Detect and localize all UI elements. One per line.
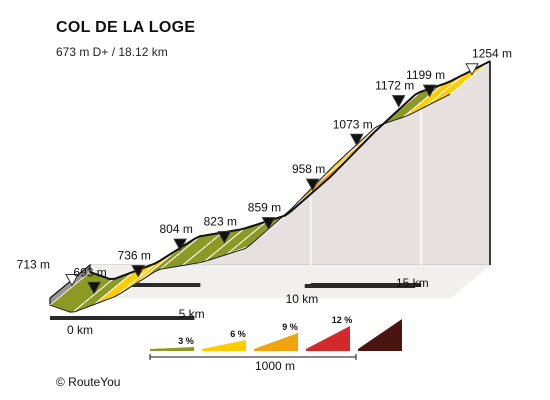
elevation-label: 736 m — [118, 249, 151, 263]
elevation-markers: 713 m 693 m 736 m 804 m 823 m 859 m 958 m 1073 … — [17, 47, 512, 295]
elevation-marker — [87, 281, 101, 295]
legend-label: 9 % — [282, 322, 298, 332]
profile-top-layer — [49, 60, 491, 314]
legend-swatch — [306, 326, 350, 351]
elevation-label: 1199 m — [406, 68, 445, 82]
profile-ridge-line — [89, 60, 491, 281]
elevation-marker — [391, 95, 406, 108]
elevation-marker — [422, 84, 437, 98]
chart-title: COL DE LA LOGE — [56, 19, 196, 36]
copyright-text: © RouteYou — [56, 375, 121, 389]
elevation-label: 823 m — [204, 215, 237, 229]
legend-swatch — [202, 340, 246, 351]
elevation-marker — [131, 265, 146, 278]
elevation-label: 693 m — [73, 265, 106, 279]
legend-label: 3 % — [178, 336, 194, 346]
legend-swatch — [254, 333, 298, 351]
x-tick-label: 0 km — [67, 323, 93, 337]
gradient-legend: 3 % 6 % 9 % 12 % 1000 m — [149, 315, 402, 373]
chart-subtitle: 673 m D+ / 18.12 km — [56, 45, 168, 59]
legend-label: 12 % — [332, 315, 353, 325]
elevation-label: 1254 m — [472, 47, 512, 61]
elevation-label: 958 m — [292, 162, 325, 176]
elevation-label: 859 m — [248, 201, 281, 215]
elevation-label: 804 m — [159, 222, 192, 236]
legend-scale-label: 1000 m — [255, 359, 295, 373]
hollow-marker — [65, 274, 79, 287]
legend-label: 6 % — [230, 329, 246, 339]
elevation-label: 1073 m — [333, 117, 373, 131]
legend-swatch — [358, 319, 402, 351]
legend-swatch — [150, 347, 194, 351]
elevation-label: 1172 m — [375, 79, 414, 93]
elevation-marker — [305, 178, 320, 192]
elevation-marker — [217, 231, 232, 244]
elevation-marker — [173, 238, 188, 252]
elevation-marker — [349, 133, 364, 147]
x-tick-label: 5 km — [179, 307, 205, 321]
profile-front-edge — [49, 93, 451, 313]
hollow-marker — [465, 63, 479, 76]
x-tick-label: 15 km — [396, 276, 429, 290]
elevation-label: 713 m — [17, 258, 50, 272]
x-tick-label: 10 km — [286, 292, 319, 306]
elevation-marker — [261, 217, 276, 230]
